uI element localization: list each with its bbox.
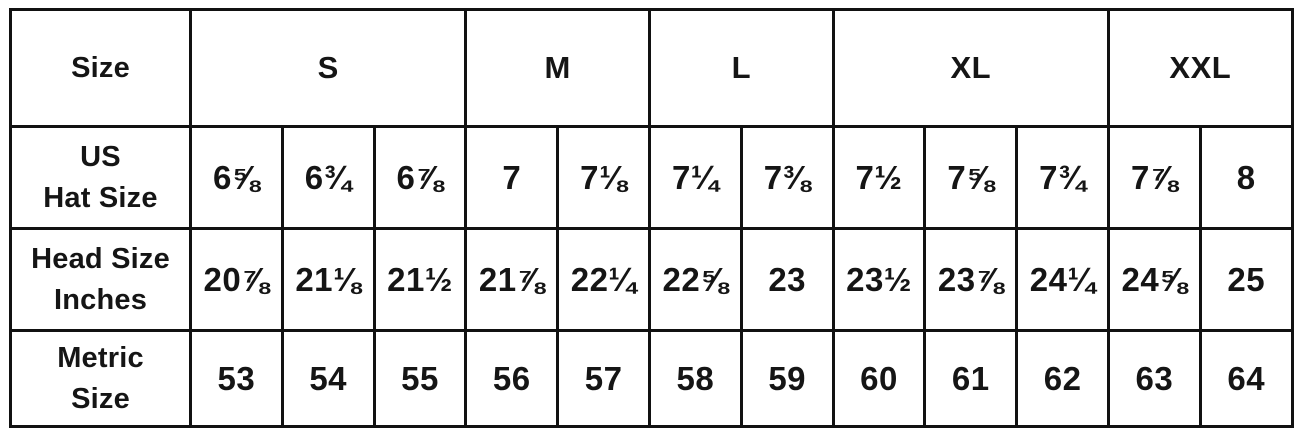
metric-size-cell: 57 — [556, 329, 651, 428]
us-hat-size-row: US Hat Size 6⅝ 6¾ 6⅞ 7 7⅛ 7¼ 7⅜ 7½ 7⅝ 7¾… — [9, 125, 1294, 230]
head-size-inches-cell: 24⅝ — [1107, 227, 1202, 332]
size-group-m: M — [464, 8, 651, 128]
head-size-inches-cell: 22⅝ — [648, 227, 743, 332]
head-size-inches-cell: 23½ — [831, 227, 927, 332]
head-size-inches-cell: 20⅞ — [189, 227, 284, 332]
us-hat-size-cell: 6⅝ — [189, 125, 284, 230]
metric-size-cell: 63 — [1107, 329, 1202, 428]
size-group-xxl: XXL — [1107, 8, 1294, 128]
us-hat-size-cell: 6¾ — [280, 125, 376, 230]
us-hat-size-cell: 7⅞ — [1107, 125, 1202, 230]
size-group-s: S — [188, 8, 468, 128]
metric-size-cell: 56 — [464, 329, 560, 428]
metric-size-cell: 64 — [1198, 329, 1294, 428]
us-hat-size-cell: 7¾ — [1015, 125, 1111, 230]
metric-size-cell: 55 — [372, 329, 468, 428]
head-size-inches-cell: 21⅛ — [280, 227, 376, 332]
metric-size-cell: 53 — [189, 329, 284, 428]
us-hat-size-cell: 7⅛ — [556, 125, 651, 230]
row-label-head-size-inches: Head Size Inches — [9, 227, 192, 332]
head-size-inches-cell: 25 — [1198, 227, 1294, 332]
head-size-inches-cell: 24¼ — [1015, 227, 1111, 332]
metric-size-cell: 60 — [831, 329, 927, 428]
head-size-inches-cell: 23⅞ — [923, 227, 1019, 332]
metric-size-cell: 59 — [739, 329, 835, 428]
metric-size-cell: 54 — [280, 329, 376, 428]
head-size-inches-cell: 21⅞ — [464, 227, 560, 332]
head-size-inches-cell: 23 — [739, 227, 835, 332]
head-size-inches-cell: 22¼ — [556, 227, 651, 332]
metric-size-cell: 62 — [1015, 329, 1111, 428]
us-hat-size-cell: 7⅜ — [739, 125, 835, 230]
size-table: Size S M L XL XXL US Hat Size 6⅝ 6¾ 6⅞ 7… — [9, 8, 1294, 428]
metric-size-cell: 61 — [923, 329, 1019, 428]
us-hat-size-cell: 8 — [1198, 125, 1294, 230]
size-group-l: L — [648, 8, 835, 128]
row-label-us-hat-size: US Hat Size — [9, 125, 192, 230]
us-hat-size-cell: 7 — [464, 125, 560, 230]
us-hat-size-cell: 7½ — [831, 125, 927, 230]
us-hat-size-cell: 7⅝ — [923, 125, 1019, 230]
head-size-inches-row: Head Size Inches 20⅞ 21⅛ 21½ 21⅞ 22¼ 22⅝… — [9, 227, 1294, 332]
row-label-metric-size: Metric Size — [9, 329, 192, 428]
metric-size-cell: 58 — [648, 329, 743, 428]
size-group-header-row: Size S M L XL XXL — [9, 8, 1294, 128]
corner-size-label: Size — [9, 8, 192, 128]
us-hat-size-cell: 6⅞ — [372, 125, 468, 230]
head-size-inches-cell: 21½ — [372, 227, 468, 332]
metric-size-row: Metric Size 53 54 55 56 57 58 59 60 61 6… — [9, 329, 1294, 428]
us-hat-size-cell: 7¼ — [648, 125, 743, 230]
size-group-xl: XL — [831, 8, 1111, 128]
